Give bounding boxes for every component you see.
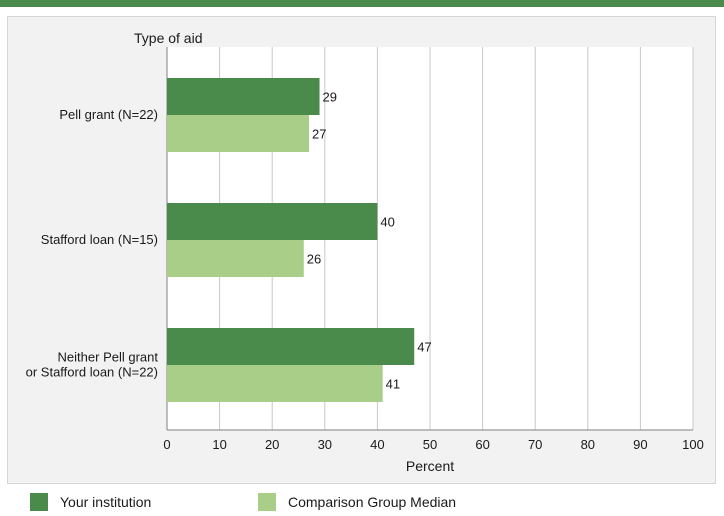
x-tick-label: 30 bbox=[318, 437, 332, 452]
bar-value-label: 26 bbox=[307, 252, 321, 267]
x-tick-label: 90 bbox=[633, 437, 647, 452]
category-label: Neither Pell grant bbox=[58, 350, 159, 365]
x-tick-label: 80 bbox=[581, 437, 595, 452]
bar-value-label: 41 bbox=[386, 377, 400, 392]
x-tick-label: 70 bbox=[528, 437, 542, 452]
bar bbox=[167, 365, 383, 402]
category-label: or Stafford loan (N=22) bbox=[26, 365, 158, 380]
bar bbox=[167, 240, 304, 277]
x-axis-label: Percent bbox=[406, 458, 454, 474]
bar-value-label: 47 bbox=[417, 340, 431, 355]
bar bbox=[167, 328, 415, 365]
x-tick-label: 60 bbox=[475, 437, 489, 452]
x-tick-label: 40 bbox=[370, 437, 384, 452]
bar-value-label: 27 bbox=[312, 127, 326, 142]
x-tick-label: 100 bbox=[682, 437, 704, 452]
x-tick-label: 0 bbox=[163, 437, 170, 452]
x-tick-label: 50 bbox=[423, 437, 437, 452]
bar-value-label: 40 bbox=[380, 215, 394, 230]
chart-title: Type of aid bbox=[134, 30, 203, 46]
legend-label-your-institution: Your institution bbox=[60, 494, 152, 510]
legend: Your institution Comparison Group Median bbox=[0, 486, 724, 516]
legend-swatch-comparison-median bbox=[258, 493, 276, 511]
legend-label-comparison-median: Comparison Group Median bbox=[288, 494, 457, 510]
bar bbox=[167, 203, 378, 240]
x-tick-label: 20 bbox=[265, 437, 279, 452]
category-label: Stafford loan (N=15) bbox=[41, 232, 158, 247]
top-accent-rule bbox=[0, 0, 724, 7]
legend-swatch-your-institution bbox=[30, 493, 48, 511]
bar bbox=[167, 115, 310, 152]
bar-chart: 0 10 20 30 40 50 60 70 80 90 100 Percent 29 27 Pell gr… bbox=[26, 47, 704, 474]
category-label: Pell grant (N=22) bbox=[59, 107, 158, 122]
bar bbox=[167, 78, 320, 115]
bar-value-label: 29 bbox=[323, 90, 337, 105]
x-tick-label: 10 bbox=[212, 437, 226, 452]
